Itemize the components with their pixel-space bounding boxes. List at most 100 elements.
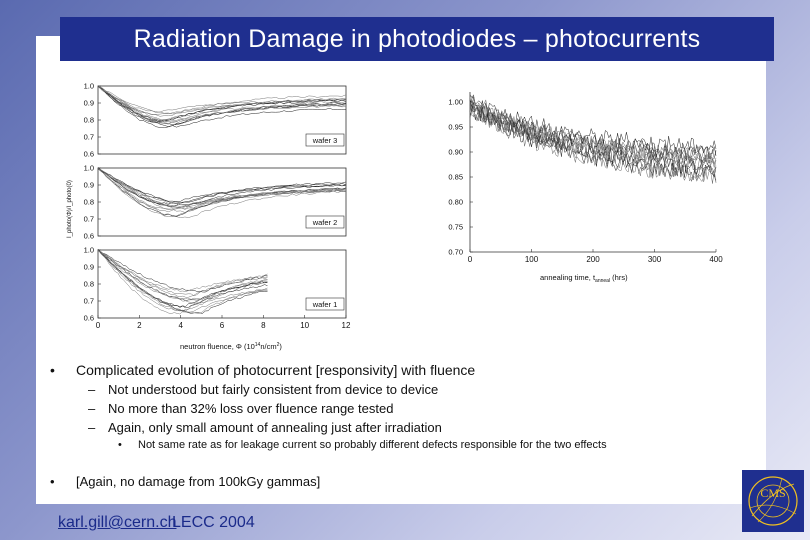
y-tick-label: 1.0 xyxy=(84,246,94,255)
wafer-label: wafer 2 xyxy=(312,218,338,227)
annealing-y-tick-label: 0.80 xyxy=(448,198,463,207)
annealing-x-label: annealing time, tanneal (hrs) xyxy=(540,273,628,284)
bullet-dot: • xyxy=(50,474,55,489)
fluence-curve xyxy=(97,168,347,206)
x-axis-label-unit-exp: 2 xyxy=(277,342,280,348)
fluence-curve xyxy=(97,85,347,125)
fluence-curve xyxy=(97,249,268,297)
bullet-main-text: Complicated evolution of photocurrent [r… xyxy=(76,362,476,378)
annealing-axes: 1.00 0.95 0.90 0.85 0.80 0.75 0.70 0 100 200 300 40… xyxy=(448,92,723,264)
fluence-curve xyxy=(97,85,347,124)
slide-title-text: Radiation Damage in photodiodes – photoc… xyxy=(133,24,701,53)
sub-bullet-1-text: Not understood but fairly consistent fro… xyxy=(108,382,439,397)
fluence-curve xyxy=(97,250,268,314)
annealing-y-tick-label: 0.75 xyxy=(448,223,463,232)
sub-bullet-2-text: No more than 32% loss over fluence range… xyxy=(108,401,394,416)
cms-logo-text: CMS xyxy=(760,486,785,500)
sub-bullet-dash: – xyxy=(88,401,96,416)
annealing-y-tick-label: 0.90 xyxy=(448,148,463,157)
x-axis-label-unit: n/cm xyxy=(260,342,276,351)
conference-name: LECC 2004 xyxy=(172,514,255,531)
x-tick-label: 8 xyxy=(261,321,266,330)
fluence-curve xyxy=(97,85,347,117)
y-tick-label: 0.6 xyxy=(84,150,94,159)
cms-logo: CMS xyxy=(742,470,804,532)
y-tick-label: 0.8 xyxy=(84,198,94,207)
sub-sub-bullet-dot: • xyxy=(118,439,122,451)
fluence-curve xyxy=(97,86,347,115)
fluence-curve xyxy=(97,249,268,300)
x-axis-label-close: ) xyxy=(279,342,282,351)
fluence-curve xyxy=(97,250,268,292)
x-tick-label: 0 xyxy=(96,321,101,330)
y-tick-label: 0.8 xyxy=(84,116,94,125)
fluence-curve xyxy=(97,249,268,315)
y-tick-label: 0.6 xyxy=(84,232,94,241)
y-tick-label: 0.7 xyxy=(84,215,94,224)
annealing-y-tick-label: 1.00 xyxy=(448,98,463,107)
x-axis-label-main: neutron fluence, Φ (10 xyxy=(180,342,255,351)
y-tick-label: 0.9 xyxy=(84,181,94,190)
wafer-label: wafer 1 xyxy=(312,300,338,309)
annealing-x-label-unit: (hrs) xyxy=(610,273,628,282)
x-tick-label: 2 xyxy=(137,321,142,330)
annealing-x-tick-label: 0 xyxy=(468,255,473,264)
annealing-y-tick-label: 0.85 xyxy=(448,173,463,182)
fluence-curve xyxy=(97,250,268,312)
annealing-x-tick-label: 100 xyxy=(525,255,539,264)
annealing-curve xyxy=(469,98,717,178)
x-axis-label: neutron fluence, Φ (1014n/cm2) xyxy=(180,342,282,351)
sub-sub-bullet-text: Not same rate as for leakage current so … xyxy=(138,439,607,451)
fluence-curve xyxy=(97,166,347,218)
fluence-curve xyxy=(97,249,268,309)
x-tick-label: 12 xyxy=(342,321,351,330)
author-email-link[interactable]: karl.gill@cern.ch xyxy=(58,514,177,531)
annealing-x-label-sub: anneal xyxy=(595,278,610,284)
y-axis-label: I_photo(Φ)/I_photo(0) xyxy=(67,180,73,238)
y-tick-label: 0.9 xyxy=(84,263,94,272)
fluence-curve xyxy=(97,168,347,210)
fluence-curve xyxy=(97,86,347,116)
y-tick-label: 1.0 xyxy=(84,164,94,173)
annealing-curve xyxy=(469,95,717,166)
sub-bullet-3-text: Again, only small amount of annealing ju… xyxy=(108,420,442,435)
fluence-curves xyxy=(97,84,347,315)
annealing-figure: 1.00 0.95 0.90 0.85 0.80 0.75 0.70 0 100 200 300 40… xyxy=(448,92,723,284)
annealing-y-tick-label: 0.95 xyxy=(448,123,463,132)
bullet-last-text: [Again, no damage from 100kGy gammas] xyxy=(76,474,321,489)
y-tick-label: 0.7 xyxy=(84,133,94,142)
fluence-curve xyxy=(97,250,268,300)
fluence-curve xyxy=(97,86,347,113)
fluence-curve xyxy=(97,248,268,313)
bullet-dot: • xyxy=(50,362,55,378)
sub-bullet-dash: – xyxy=(88,420,96,435)
y-tick-label: 0.6 xyxy=(84,314,94,323)
annealing-x-tick-label: 200 xyxy=(586,255,600,264)
x-tick-label: 6 xyxy=(220,321,225,330)
annealing-x-label-main: annealing time, t xyxy=(540,273,596,282)
wafer-label: wafer 3 xyxy=(312,136,338,145)
annealing-x-tick-label: 300 xyxy=(648,255,662,264)
y-tick-label: 0.8 xyxy=(84,280,94,289)
y-tick-label: 0.9 xyxy=(84,99,94,108)
x-tick-label: 4 xyxy=(178,321,183,330)
fluence-curve xyxy=(97,249,268,293)
fluence-axes: 1.0 0.9 0.8 0.7 0.6 wafer 3 1.0 0.9 0.8 0.7 0.6 waf… xyxy=(84,82,351,331)
y-tick-label: 1.0 xyxy=(84,82,94,91)
annealing-curve xyxy=(469,100,717,167)
x-axis-label-exp: 14 xyxy=(255,342,261,348)
annealing-y-tick-label: 0.70 xyxy=(448,248,463,257)
fluence-curve xyxy=(97,167,347,210)
fluence-curve xyxy=(97,167,347,206)
annealing-curves xyxy=(469,93,717,184)
fluence-curve xyxy=(97,168,347,213)
slide-title: Radiation Damage in photodiodes – photoc… xyxy=(60,17,774,61)
annealing-x-tick-label: 400 xyxy=(709,255,723,264)
fluence-curve xyxy=(97,85,347,123)
y-tick-label: 0.7 xyxy=(84,297,94,306)
fluence-curve xyxy=(97,168,347,205)
sub-bullet-dash: – xyxy=(88,382,96,397)
fluence-curve xyxy=(97,248,268,307)
x-tick-label: 10 xyxy=(300,321,309,330)
fluence-figure: 1.0 0.9 0.8 0.7 0.6 wafer 3 1.0 0.9 0.8 0.7 0.6 waf… xyxy=(67,82,351,352)
